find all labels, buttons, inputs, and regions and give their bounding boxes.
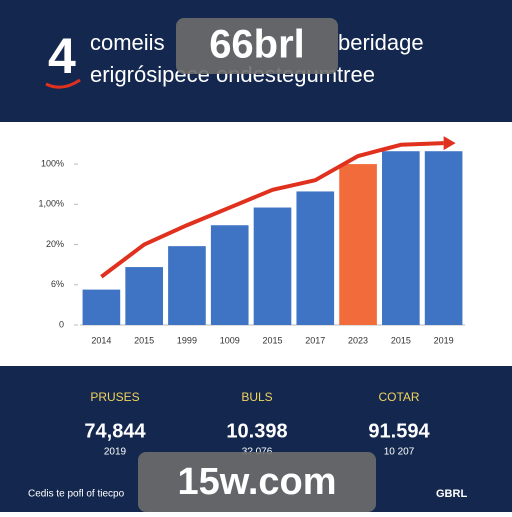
trend-line: [100, 141, 444, 279]
y-tick-label: 100%: [41, 158, 64, 168]
stat-value: 10.398: [226, 420, 287, 442]
bar: [125, 267, 163, 325]
chart: 0 6% 20% 1,00% 100% 2014 2015 1999 1009 2015 2017 2…: [38, 136, 465, 345]
x-tick-label: 2019: [434, 335, 454, 345]
y-tick-label: 20%: [46, 239, 64, 249]
bar: [296, 191, 335, 325]
x-tick-label: 2015: [262, 335, 282, 345]
bar: [168, 246, 206, 325]
x-tick-label: 2023: [348, 335, 368, 345]
bar: [339, 164, 377, 325]
stat-sub: 10 207: [384, 447, 415, 458]
stat-label: BULS: [241, 390, 272, 404]
footer-logo: GBRL: [436, 488, 467, 500]
x-tick-label: 2015: [134, 335, 154, 345]
x-tick-label: 2017: [305, 335, 325, 345]
bar: [82, 289, 121, 325]
stat-label: PRUSES: [90, 390, 139, 404]
badge: 66brl: [209, 23, 305, 67]
x-tick-label: 2014: [91, 335, 111, 345]
title-left: comeiis: [90, 30, 165, 55]
stat-sub: 2019: [104, 447, 127, 458]
footer-badge: 15w.com: [177, 461, 336, 503]
header-number: 4: [48, 28, 76, 84]
badge-bg: [176, 18, 338, 74]
stat-label: COTAR: [378, 390, 419, 404]
bar: [424, 151, 463, 325]
y-tick-label: 6%: [51, 279, 64, 289]
x-tick-label: 1009: [220, 335, 240, 345]
stat-value: 74,844: [84, 420, 146, 442]
y-tick-label: 1,00%: [38, 199, 64, 209]
bar: [382, 151, 420, 325]
y-tick-label: 0: [59, 319, 64, 329]
arrow-head: [443, 136, 456, 151]
footer-badge-bg: [138, 452, 376, 512]
footer-text: Cedis te pofl of tiecpo: [28, 489, 125, 500]
title-right: beridage: [338, 30, 424, 55]
stat-value: 91.594: [368, 420, 430, 442]
bar: [210, 225, 249, 325]
x-tick-label: 1999: [177, 335, 197, 345]
swoosh: [45, 78, 81, 89]
x-tick-label: 2015: [391, 335, 411, 345]
bar: [253, 207, 292, 325]
